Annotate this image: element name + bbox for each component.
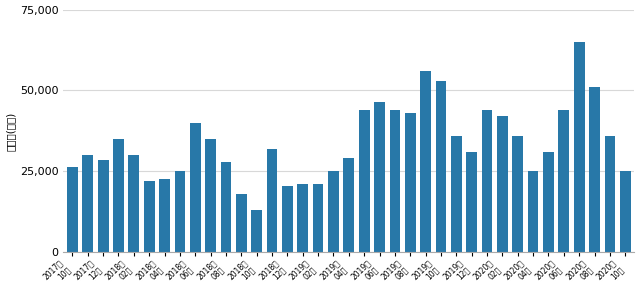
Bar bbox=[129, 155, 140, 252]
Bar bbox=[390, 110, 400, 252]
Bar bbox=[159, 179, 170, 252]
Y-axis label: 거래량(건수): 거래량(건수) bbox=[6, 111, 15, 151]
Bar bbox=[405, 113, 415, 252]
Bar bbox=[236, 194, 246, 252]
Bar bbox=[605, 136, 615, 252]
Bar bbox=[175, 171, 186, 252]
Bar bbox=[328, 171, 339, 252]
Bar bbox=[436, 81, 446, 252]
Bar bbox=[451, 136, 461, 252]
Bar bbox=[497, 116, 508, 252]
Bar bbox=[282, 186, 292, 252]
Bar bbox=[298, 184, 308, 252]
Bar bbox=[190, 123, 201, 252]
Bar bbox=[221, 162, 231, 252]
Bar bbox=[620, 171, 630, 252]
Bar bbox=[574, 42, 584, 252]
Bar bbox=[344, 158, 354, 252]
Bar bbox=[83, 155, 93, 252]
Bar bbox=[559, 110, 569, 252]
Bar bbox=[528, 171, 538, 252]
Bar bbox=[205, 139, 216, 252]
Bar bbox=[144, 181, 155, 252]
Bar bbox=[67, 166, 78, 252]
Bar bbox=[589, 87, 600, 252]
Bar bbox=[420, 71, 431, 252]
Bar bbox=[513, 136, 523, 252]
Bar bbox=[98, 160, 109, 252]
Bar bbox=[359, 110, 369, 252]
Bar bbox=[113, 139, 124, 252]
Bar bbox=[252, 210, 262, 252]
Bar bbox=[467, 152, 477, 252]
Bar bbox=[313, 184, 323, 252]
Bar bbox=[267, 149, 277, 252]
Bar bbox=[482, 110, 492, 252]
Bar bbox=[543, 152, 554, 252]
Bar bbox=[374, 102, 385, 252]
